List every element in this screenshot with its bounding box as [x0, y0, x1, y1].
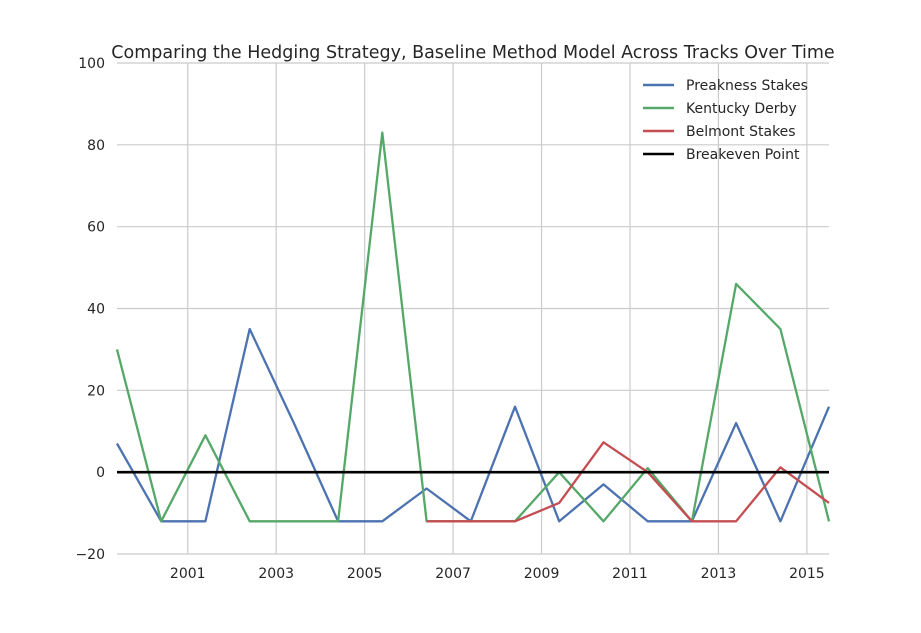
x-tick-label: 2001 — [170, 566, 206, 582]
legend: Preakness Stakes Kentucky Derby Belmont St… — [643, 78, 808, 163]
y-tick-label: 80 — [87, 138, 105, 154]
x-tick-label: 2009 — [524, 566, 560, 582]
x-tick-label: 2003 — [258, 566, 294, 582]
x-axis-tick-labels: 2001 2003 2005 2007 2009 2011 2013 2015 — [170, 566, 825, 582]
x-tick-label: 2011 — [612, 566, 648, 582]
legend-label-breakeven-point: Breakeven Point — [686, 147, 800, 163]
x-tick-label: 2013 — [701, 566, 737, 582]
y-tick-label: −20 — [75, 547, 105, 563]
legend-label-belmont-stakes: Belmont Stakes — [686, 124, 796, 140]
series-line-belmont-stakes — [426, 441, 830, 523]
y-tick-label: 0 — [96, 465, 105, 481]
series-lines — [115, 131, 831, 523]
x-tick-label: 2005 — [347, 566, 383, 582]
y-axis-tick-labels: −20 0 20 40 60 80 100 — [75, 56, 105, 563]
y-tick-label: 40 — [87, 302, 105, 318]
y-tick-label: 60 — [87, 220, 105, 236]
y-tick-label: 100 — [78, 56, 105, 72]
legend-label-preakness-stakes: Preakness Stakes — [686, 78, 808, 94]
y-tick-label: 20 — [87, 383, 105, 399]
chart-title: Comparing the Hedging Strategy, Baseline… — [111, 43, 834, 63]
legend-label-kentucky-derby: Kentucky Derby — [686, 101, 797, 117]
x-tick-label: 2007 — [435, 566, 471, 582]
x-tick-label: 2015 — [789, 566, 825, 582]
